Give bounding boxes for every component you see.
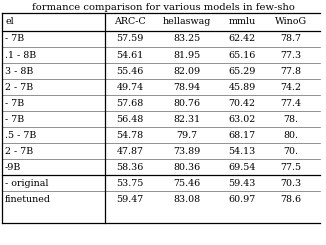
Text: 63.02: 63.02 <box>229 114 256 123</box>
Text: finetuned: finetuned <box>5 195 51 204</box>
Text: 65.16: 65.16 <box>228 50 256 60</box>
Text: el: el <box>5 17 14 26</box>
Text: 58.36: 58.36 <box>116 162 144 171</box>
Text: 55.46: 55.46 <box>116 66 144 75</box>
Text: 56.48: 56.48 <box>116 114 144 123</box>
Text: 59.47: 59.47 <box>116 195 144 204</box>
Text: 75.46: 75.46 <box>173 179 200 187</box>
Text: 77.8: 77.8 <box>280 66 302 75</box>
Text: 80.76: 80.76 <box>173 98 200 108</box>
Text: 54.61: 54.61 <box>116 50 144 60</box>
Text: - 7B: - 7B <box>5 114 24 123</box>
Text: 77.5: 77.5 <box>280 162 302 171</box>
Text: formance comparison for various models in few-sho: formance comparison for various models i… <box>32 3 294 12</box>
Text: 70.: 70. <box>284 147 299 156</box>
Text: 80.: 80. <box>284 131 299 139</box>
Text: 78.7: 78.7 <box>280 35 302 44</box>
Text: 2 - 7B: 2 - 7B <box>5 147 33 156</box>
Text: 73.89: 73.89 <box>173 147 200 156</box>
Text: 60.97: 60.97 <box>229 195 256 204</box>
Text: 80.36: 80.36 <box>173 162 200 171</box>
Text: 57.59: 57.59 <box>116 35 144 44</box>
Text: 57.68: 57.68 <box>116 98 144 108</box>
Text: 78.6: 78.6 <box>280 195 302 204</box>
Text: 69.54: 69.54 <box>228 162 256 171</box>
Text: - 7B: - 7B <box>5 35 24 44</box>
Text: .1 - 8B: .1 - 8B <box>5 50 36 60</box>
Text: 45.89: 45.89 <box>229 83 256 91</box>
Text: 82.31: 82.31 <box>173 114 200 123</box>
Text: hellaswag: hellaswag <box>163 17 211 26</box>
Text: 2 - 7B: 2 - 7B <box>5 83 33 91</box>
Text: - 7B: - 7B <box>5 98 24 108</box>
Text: 59.43: 59.43 <box>228 179 256 187</box>
Text: 78.: 78. <box>284 114 299 123</box>
Text: 77.3: 77.3 <box>280 50 302 60</box>
Text: 70.3: 70.3 <box>280 179 302 187</box>
Text: 83.08: 83.08 <box>173 195 200 204</box>
Text: mmlu: mmlu <box>229 17 256 26</box>
Text: 82.09: 82.09 <box>173 66 200 75</box>
Text: 54.78: 54.78 <box>116 131 143 139</box>
Text: ARC-C: ARC-C <box>114 17 146 26</box>
Text: 68.17: 68.17 <box>229 131 256 139</box>
Text: 49.74: 49.74 <box>116 83 143 91</box>
Text: 65.29: 65.29 <box>228 66 256 75</box>
Text: 62.42: 62.42 <box>229 35 256 44</box>
Text: 70.42: 70.42 <box>229 98 256 108</box>
Text: -9B: -9B <box>5 162 22 171</box>
Text: 77.4: 77.4 <box>280 98 302 108</box>
Text: 53.75: 53.75 <box>116 179 144 187</box>
Text: 83.25: 83.25 <box>173 35 200 44</box>
Text: 74.2: 74.2 <box>280 83 302 91</box>
Text: 47.87: 47.87 <box>116 147 143 156</box>
Text: 78.94: 78.94 <box>173 83 200 91</box>
Text: 79.7: 79.7 <box>176 131 198 139</box>
Text: 3 - 8B: 3 - 8B <box>5 66 33 75</box>
Text: - original: - original <box>5 179 49 187</box>
Text: 81.95: 81.95 <box>173 50 200 60</box>
Text: .5 - 7B: .5 - 7B <box>5 131 37 139</box>
Text: 54.13: 54.13 <box>229 147 256 156</box>
Text: WinoG: WinoG <box>275 17 307 26</box>
